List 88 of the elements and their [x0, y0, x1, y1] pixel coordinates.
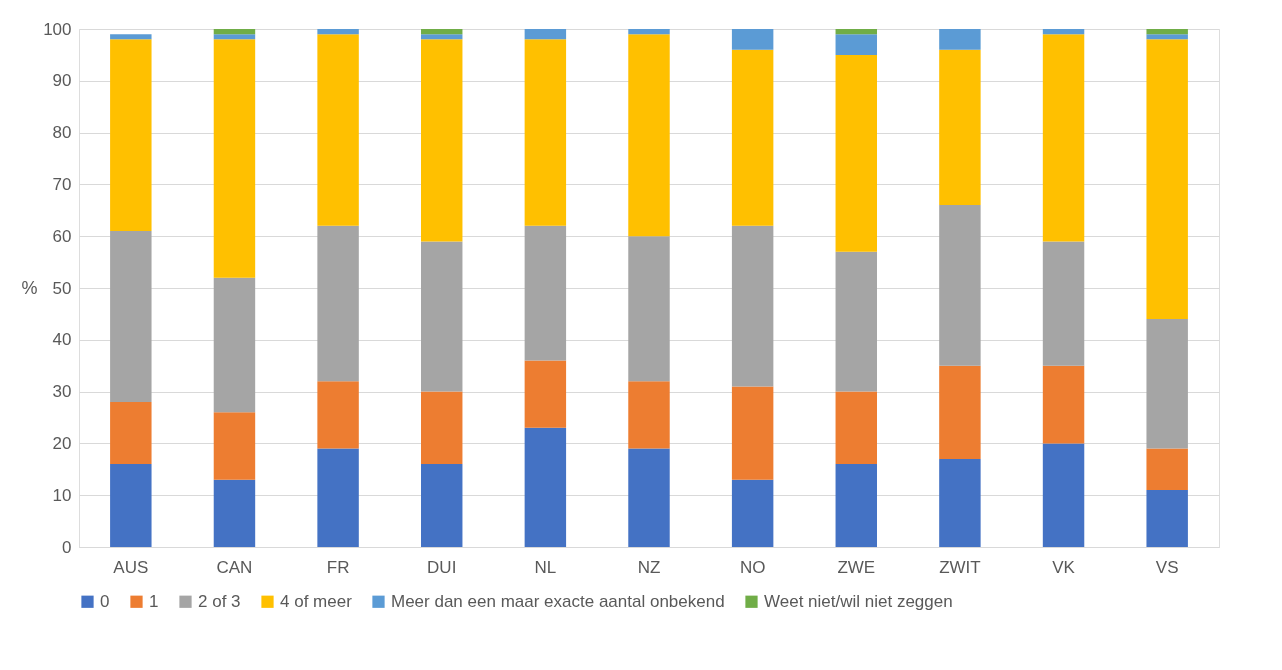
y-tick-label: 20: [52, 433, 72, 453]
bar: [835, 464, 877, 547]
bar: [939, 365, 981, 459]
bar: [524, 39, 567, 226]
bar: [1146, 34, 1188, 40]
bar: [1042, 29, 1085, 35]
bar: [731, 225, 774, 387]
x-tick-label: DUI: [427, 557, 457, 577]
x-tick-label: VS: [1155, 557, 1179, 577]
bar: [524, 427, 567, 547]
bar: [524, 360, 567, 428]
y-tick-label: 70: [52, 174, 72, 194]
bar: [835, 34, 877, 55]
x-tick-label: NZ: [637, 557, 661, 577]
bar: [835, 391, 877, 465]
bar: [213, 412, 256, 480]
legend-label: 1: [149, 591, 159, 611]
y-axis-title: %: [21, 277, 38, 298]
bar: [731, 29, 774, 50]
bar: [110, 34, 152, 40]
bar: [213, 39, 256, 278]
bar: [421, 241, 463, 392]
bar: [421, 29, 463, 35]
x-tick-label: AUS: [113, 557, 149, 577]
y-tick-label: 60: [52, 226, 72, 246]
bar: [1146, 319, 1188, 449]
legend-label: 4 of meer: [280, 591, 353, 611]
bar: [213, 277, 256, 413]
legend-label: Weet niet/wil niet zeggen: [764, 591, 953, 611]
x-tick-label: ZWE: [837, 557, 876, 577]
bar: [317, 34, 359, 226]
y-tick-label: 80: [52, 123, 72, 143]
bar: [628, 34, 670, 237]
bar: [213, 479, 256, 547]
x-tick-label: NL: [534, 557, 557, 577]
y-tick-label: 90: [52, 71, 72, 91]
bar: [731, 49, 774, 226]
bar: [835, 54, 877, 252]
bar: [421, 34, 463, 40]
bar: [835, 29, 877, 35]
bar: [421, 464, 463, 547]
legend-label: 0: [100, 591, 110, 611]
bar: [731, 479, 774, 547]
bar: [731, 386, 774, 480]
bar: [110, 231, 152, 402]
bar: [1146, 448, 1188, 491]
bar: [524, 225, 567, 361]
bar: [628, 29, 670, 35]
x-tick-label: ZWIT: [939, 557, 981, 577]
x-tick-label: FR: [326, 557, 350, 577]
bar: [1042, 443, 1085, 547]
y-tick-label: 30: [52, 382, 72, 402]
bar: [628, 381, 670, 449]
bar: [628, 236, 670, 382]
bar: [110, 464, 152, 547]
bar: [524, 29, 567, 40]
x-tick-label: VK: [1052, 557, 1076, 577]
bar: [213, 34, 256, 40]
bar: [628, 448, 670, 547]
bar: [939, 205, 981, 366]
x-tick-label: CAN: [216, 557, 253, 577]
bar: [213, 29, 256, 35]
bar: [1042, 365, 1085, 444]
y-tick-label: 10: [52, 485, 72, 505]
y-tick-label: 100: [43, 19, 72, 39]
bar: [110, 401, 152, 465]
legend-label: 2 of 3: [198, 591, 241, 611]
bar: [1146, 39, 1188, 320]
y-tick-label: 50: [52, 278, 72, 298]
bar: [317, 381, 359, 449]
bar: [421, 391, 463, 465]
bar: [939, 49, 981, 206]
bar: [110, 39, 152, 232]
bar: [939, 458, 981, 547]
bar: [317, 29, 359, 35]
bar: [317, 448, 359, 547]
bar: [835, 251, 877, 392]
y-tick-label: 0: [62, 537, 72, 557]
bar: [939, 29, 981, 50]
bar: [421, 39, 463, 242]
bar: [1146, 29, 1188, 35]
bar: [1042, 34, 1085, 242]
y-tick-label: 40: [52, 330, 72, 350]
bar: [1042, 241, 1085, 366]
x-tick-label: NO: [739, 557, 766, 577]
bar: [1146, 490, 1188, 547]
legend-label: Meer dan een maar exacte aantal onbekend: [391, 591, 725, 611]
bar: [317, 225, 359, 382]
